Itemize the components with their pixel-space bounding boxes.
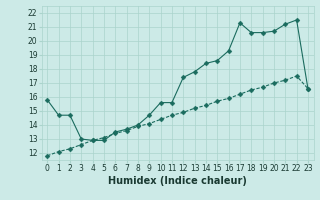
X-axis label: Humidex (Indice chaleur): Humidex (Indice chaleur) [108, 176, 247, 186]
